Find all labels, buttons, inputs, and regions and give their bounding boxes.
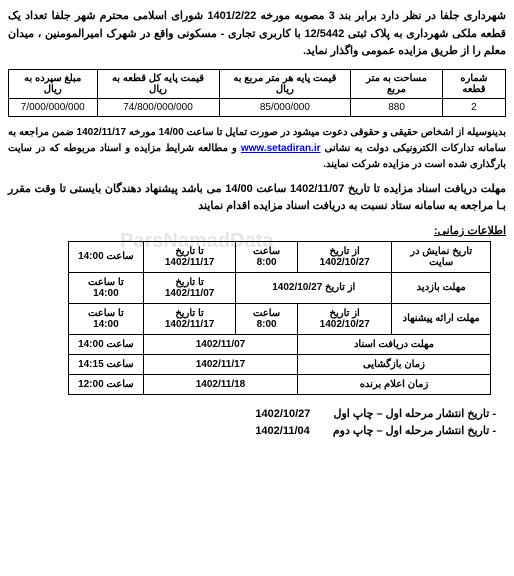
timing-from: از تاریخ 1402/10/27 [297,303,391,334]
timing-to: تا تاریخ 1402/11/07 [144,272,236,303]
timing-row-proposal: مهلت ارائه پیشنهاد از تاریخ 1402/10/27 س… [68,303,490,334]
timing-row-open: زمان بازگشایی 1402/11/17 ساعت 14:15 [68,354,490,374]
table-row: 2 880 85/000/000 74/800/000/000 7/000/00… [9,98,506,116]
deadline-paragraph: مهلت دریافت اسناد مزایده تا تاریخ 1402/1… [8,181,506,216]
timing-time: ساعت 14:15 [68,354,143,374]
footer-date: 1402/10/27 [255,408,310,420]
col-deposit: مبلغ سپرده به ریال [9,69,98,98]
timing-row-winner: زمان اعلام برنده 1402/11/18 ساعت 12:00 [68,374,490,394]
col-area: مساحت به متر مربع [351,69,443,98]
timing-to-time: تا ساعت 14:00 [68,303,143,334]
timing-title: اطلاعات زمانی: [8,224,506,237]
timing-date: 1402/11/17 [144,354,298,374]
timing-to-time: ساعت 14:00 [68,241,143,272]
timing-time: ساعت 14:00 [68,334,143,354]
main-table: شماره قطعه مساحت به متر مربع قیمت پایه ه… [8,69,506,117]
col-plot-no: شماره قطعه [442,69,505,98]
timing-to: تا تاریخ 1402/11/17 [144,241,236,272]
timing-label: زمان بازگشایی [297,354,490,374]
timing-row-receive: مهلت دریافت اسناد 1402/11/07 ساعت 14:00 [68,334,490,354]
timing-time: ساعت 12:00 [68,374,143,394]
timing-label: زمان اعلام برنده [297,374,490,394]
footer-pub-1: - تاریخ انتشار مرحله اول – چاپ اول 1402/… [8,407,506,420]
footer-date: 1402/11/04 [255,425,309,437]
timing-from-time: ساعت 8:00 [236,241,298,272]
timing-from: از تاریخ 1402/10/27 [297,241,391,272]
timing-to-time: تا ساعت 14:00 [68,272,143,303]
timing-row-display: تاریخ نمایش در سایت از تاریخ 1402/10/27 … [68,241,490,272]
timing-label: مهلت بازدید [392,272,491,303]
timing-from: از تاریخ 1402/10/27 [236,272,392,303]
cell-price-per-m: 85/000/000 [219,98,351,116]
cell-deposit: 7/000/000/000 [9,98,98,116]
table-header-row: شماره قطعه مساحت به متر مربع قیمت پایه ه… [9,69,506,98]
timing-to: تا تاریخ 1402/11/17 [144,303,236,334]
timing-date: 1402/11/07 [144,334,298,354]
timing-label: تاریخ نمایش در سایت [392,241,491,272]
intro-paragraph: شهرداری جلفا در نظر دارد برابر بند 3 مصو… [8,8,506,61]
setad-link[interactable]: www.setadiran.ir [241,143,321,154]
timing-label: مهلت دریافت اسناد [297,334,490,354]
invitation-paragraph: بدینوسیله از اشخاص حقیقی و حقوقی دعوت می… [8,125,506,173]
footer-pub-2: - تاریخ انتشار مرحله اول – چاپ دوم 1402/… [8,424,506,437]
cell-total-price: 74/800/000/000 [97,98,219,116]
col-price-per-m: قیمت پایه هر متر مربع به ریال [219,69,351,98]
footer-label: - تاریخ انتشار مرحله اول – چاپ دوم [333,425,496,437]
cell-area: 880 [351,98,443,116]
timing-table: تاریخ نمایش در سایت از تاریخ 1402/10/27 … [68,241,491,395]
cell-plot-no: 2 [442,98,505,116]
footer-label: - تاریخ انتشار مرحله اول – چاپ اول [333,408,496,420]
timing-label: مهلت ارائه پیشنهاد [392,303,491,334]
timing-date: 1402/11/18 [144,374,298,394]
timing-row-visit: مهلت بازدید از تاریخ 1402/10/27 تا تاریخ… [68,272,490,303]
col-total-price: قیمت پایه کل قطعه به ریال [97,69,219,98]
timing-from-time: ساعت 8:00 [236,303,298,334]
